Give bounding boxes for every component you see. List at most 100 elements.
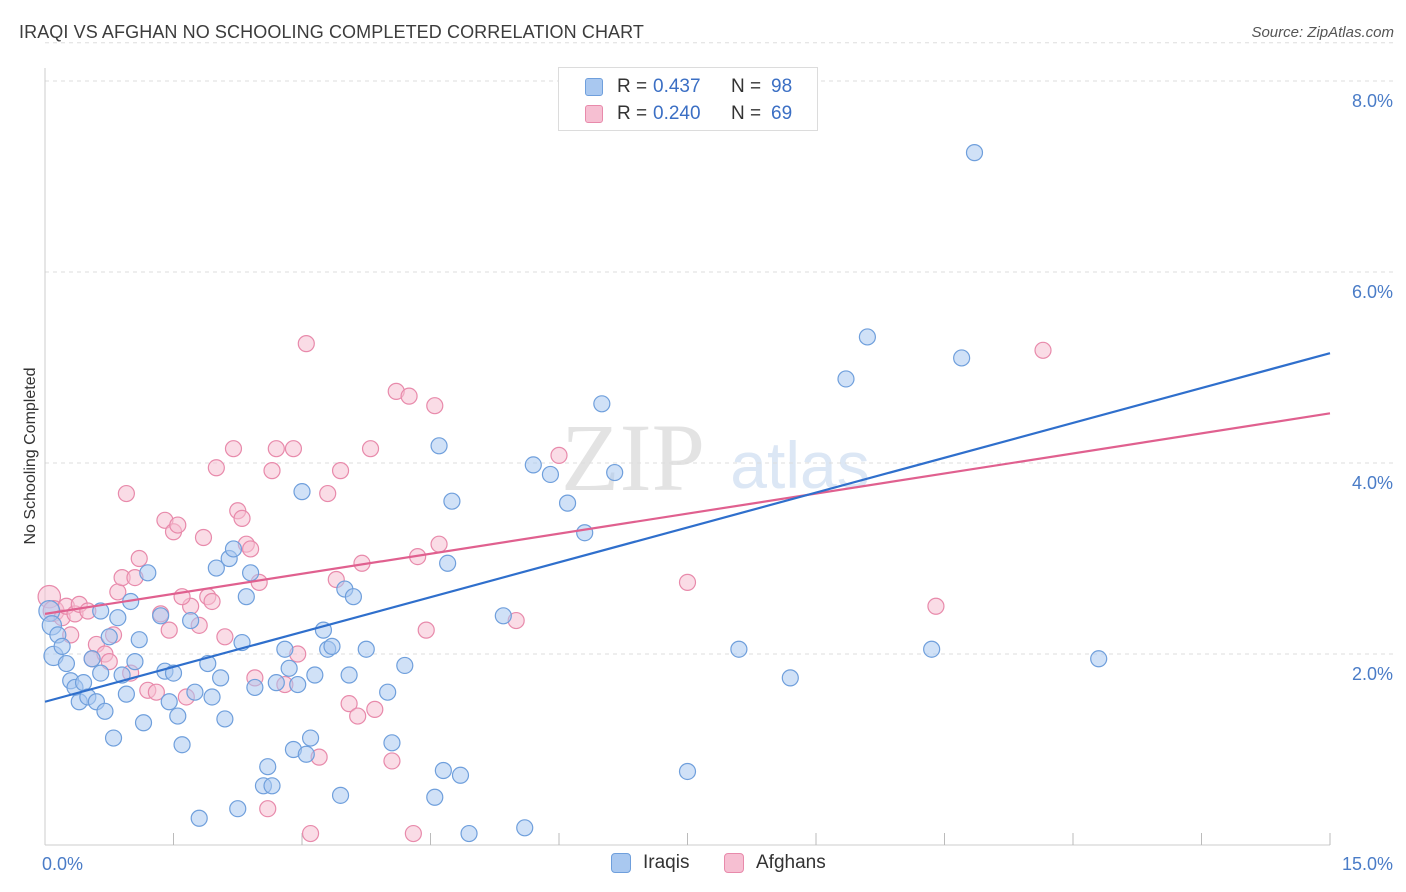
afghans-point [297,335,315,353]
iraqis-point [160,693,178,711]
watermark-zip: ZIP [561,404,705,511]
iraqis-point [297,745,315,763]
afghans-point [242,540,260,558]
source-label: Source: ZipAtlas.com [1251,24,1394,41]
legend-label-afghans: Afghans [756,852,826,873]
iraqis-point [57,654,76,673]
n-value: 98 [771,76,793,97]
iraqis-point [83,650,101,668]
legend-item-iraqis: Iraqis [611,852,689,874]
iraqis-point [443,492,461,510]
series-afghans-points [37,335,1052,843]
iraqis-point [781,669,799,687]
x-tick-label: 15.0% [1342,854,1393,874]
iraqis-point [134,714,153,732]
iraqis-point [237,588,255,606]
iraqis-point [323,637,341,655]
iraqis-point [460,824,478,843]
afghans-point [233,509,251,527]
iraqis-point [606,463,624,482]
iraqis-point [126,653,144,671]
iraqis-point [293,483,311,501]
iraqis-trend-line [44,352,1331,703]
iraqis-point [357,640,375,658]
afghans-point [1034,341,1052,359]
iraqis-point [104,729,123,747]
iraqis-point [1090,650,1108,668]
iraqis-point [207,559,225,577]
iraqis-point [53,637,71,655]
y-tick-label: 6.0% [1352,282,1393,302]
afghans-point [678,573,697,591]
legend-row-afghans: R = 0.240 N = 69 [585,103,792,125]
afghans-point [263,462,281,480]
afghans-point [417,621,435,639]
iraqis-point [280,659,298,677]
afghans-point [267,440,285,458]
iraqis-point [263,777,281,795]
iraqis-point [306,666,324,684]
iraqis-point [516,819,534,837]
iraqis-point [965,144,984,162]
iraqis-point [259,758,277,776]
iraqis-point [203,688,221,706]
chart-title: IRAQI VS AFGHAN NO SCHOOLING COMPLETED C… [19,22,645,42]
r-value: 0.240 [653,103,701,124]
iraqis-point [229,800,247,818]
trend-lines [44,352,1331,703]
afghans-point [259,800,277,818]
n-label: N = [731,103,762,124]
iraqis-point [396,656,414,675]
iraqis-point [267,674,285,692]
afghans-point [349,707,367,725]
afghans-point [361,440,380,458]
legend-item-afghans: Afghans [724,852,826,874]
iraqis-point [426,788,444,806]
r-label: R = [617,76,648,97]
n-label: N = [731,76,762,97]
afghans-point [224,440,243,458]
iraqis-point [340,666,358,684]
iraqis-point [858,328,877,346]
iraqis-point [923,640,941,658]
iraqis-point [130,631,148,649]
iraqis-point [242,564,260,582]
axes [44,68,1331,846]
iraqis-point [186,683,204,701]
iraqis-point [524,456,542,474]
iraqis-point [379,683,397,701]
legend-label-iraqis: Iraqis [643,852,690,873]
grid-lines [45,42,1395,655]
iraqis-point [139,564,157,582]
iraqis-point [169,707,187,725]
iraqis-point [678,762,697,781]
iraqis-point [74,674,93,692]
iraqis-point [953,349,971,367]
iraqis-point [439,554,457,572]
tick-labels: 2.0% 4.0% 6.0% 8.0% 0.0% 15.0% [42,91,1393,874]
afghans-point [100,653,118,671]
iraqis-point [593,395,611,413]
afghans-point [301,824,320,843]
iraqis-point [216,710,234,728]
afghans-point [160,621,178,639]
iraqis-point [289,675,307,694]
series-legend: Iraqis Afghans [0,852,1406,876]
r-value: 0.437 [653,76,701,97]
iraqis-point [96,702,114,720]
afghans-point [927,597,945,615]
iraqis-point [730,640,748,658]
x-tick-label: 0.0% [42,854,83,874]
afghans-trend-line [44,412,1331,615]
afghans-point [147,683,165,701]
iraqis-point [92,602,110,620]
iraqis-point [430,437,448,455]
iraqis-point [212,669,230,687]
afghans-point [400,387,418,405]
afghans-swatch [724,853,744,873]
afghans-point [130,549,148,568]
iraqis-point [331,786,350,804]
iraqis-point [344,588,362,606]
y-axis-label: No Schooling Completed [22,368,39,545]
